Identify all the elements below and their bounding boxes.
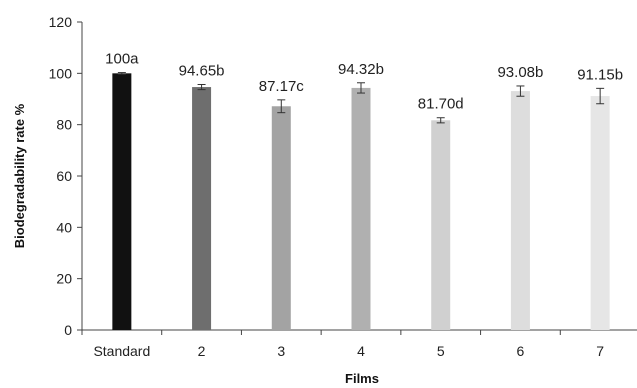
y-axis-title: Biodegradability rate % (12, 103, 27, 248)
x-tick-label: 7 (596, 343, 604, 359)
bar (112, 73, 132, 330)
y-tick-label: 60 (56, 168, 72, 184)
bar (510, 91, 530, 330)
data-label: 91.15b (577, 66, 623, 83)
x-ticks: Standard 2 3 4 5 6 7 (81, 330, 604, 359)
bar (590, 96, 610, 330)
data-label: 87.17c (259, 78, 305, 95)
data-label: 100a (105, 51, 139, 68)
x-tick-label: 5 (437, 343, 445, 359)
bars (112, 73, 610, 330)
x-axis: Standard 2 3 4 5 6 7 (81, 329, 637, 359)
bar (351, 87, 371, 330)
y-tick-label: 20 (56, 271, 72, 287)
x-tick-label: 6 (517, 343, 525, 359)
y-ticks: 0 20 40 60 80 100 120 (49, 14, 82, 338)
x-tick-label: 4 (357, 343, 365, 359)
bar (271, 106, 291, 330)
y-tick-label: 100 (49, 65, 73, 81)
y-axis: 0 20 40 60 80 100 120 (49, 14, 83, 338)
y-tick-label: 80 (56, 117, 72, 133)
x-tick-label: 2 (198, 343, 206, 359)
data-label: 81.70d (418, 96, 464, 113)
x-tick-label: Standard (93, 343, 150, 359)
bar (431, 120, 451, 330)
x-axis-title: Films (345, 371, 379, 386)
y-tick-label: 0 (64, 322, 72, 338)
x-tick-label: 3 (277, 343, 285, 359)
data-label: 94.32b (338, 61, 384, 78)
data-labels: 100a 94.65b 87.17c 94.32b 81.70d 93.08b 91.15b (105, 51, 623, 113)
bar (192, 87, 212, 330)
y-tick-label: 40 (56, 219, 72, 235)
data-label: 93.08b (497, 64, 543, 81)
error-bars (117, 72, 605, 124)
y-tick-label: 120 (49, 14, 73, 30)
data-label: 94.65b (179, 62, 225, 79)
